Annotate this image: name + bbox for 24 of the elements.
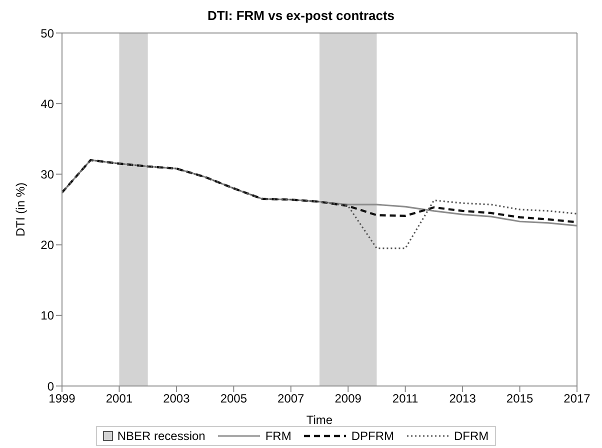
y-tick-label: 0 (47, 379, 54, 394)
legend-label: DPFRM (350, 429, 394, 443)
x-tick-label: 2017 (564, 392, 591, 406)
x-tick-label: 2013 (449, 392, 476, 406)
y-tick-label: 50 (40, 26, 54, 40)
x-tick-label: 2009 (334, 392, 362, 406)
x-tick-label: 2003 (163, 392, 190, 406)
y-tick-label: 20 (40, 238, 54, 252)
y-tick-label: 40 (40, 96, 54, 111)
line-series (62, 159, 577, 250)
chart-title: DTI: FRM vs ex-post contracts (206, 8, 396, 25)
x-axis-title: Time (306, 413, 333, 427)
x-tick-label: 2007 (278, 392, 305, 406)
x-tick-label: 2001 (106, 392, 133, 406)
legend-label: FRM (264, 429, 292, 443)
y-tick-label: 10 (40, 308, 54, 323)
legend-label: DFRM (453, 429, 489, 443)
legend-label: NBER recession (116, 429, 206, 443)
x-tick-label: 2005 (220, 392, 248, 406)
x-tick-label: 2015 (506, 392, 534, 406)
y-axis-title: DTI (in %) (13, 182, 28, 236)
x-tick-label: 2011 (392, 392, 419, 406)
y-tick-label: 30 (40, 167, 54, 182)
x-tick-label: 1999 (48, 392, 76, 406)
